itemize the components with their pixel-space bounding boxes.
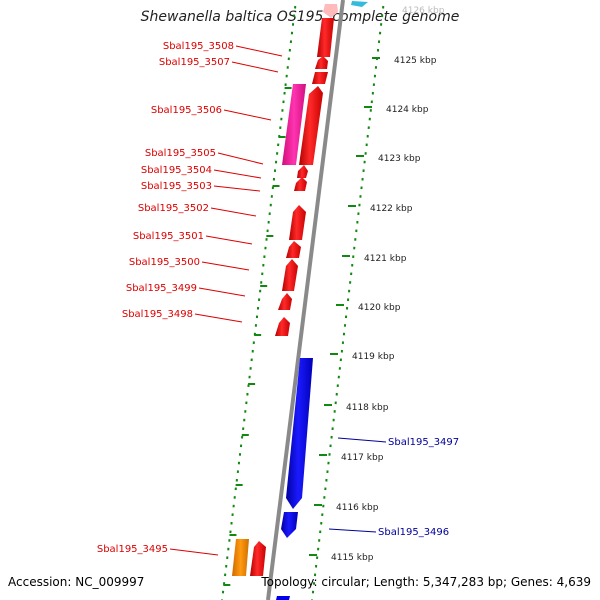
gene-arrow-3495 bbox=[250, 541, 266, 576]
ruler-label: 4115 kbp bbox=[331, 553, 374, 563]
gene-arrow-3506b bbox=[312, 72, 328, 84]
gene-label-leader bbox=[198, 287, 246, 297]
gene-label-leader bbox=[169, 548, 219, 556]
gene-label: Sbal195_3500 bbox=[129, 257, 200, 268]
gene-arrow-3507 bbox=[315, 56, 328, 69]
gene-arrow-3499 bbox=[278, 293, 292, 310]
gene-label-leader bbox=[231, 61, 279, 73]
gene-label-leader bbox=[223, 109, 272, 121]
magenta-feature bbox=[282, 84, 306, 165]
gene-label: Sbal195_3498 bbox=[122, 309, 193, 320]
pink-feature-arrow bbox=[323, 4, 338, 18]
genome-title: Shewanella baltica OS195, complete genom… bbox=[140, 9, 460, 25]
gene-arrow-3508 bbox=[317, 18, 334, 57]
gene-label-leader bbox=[337, 437, 387, 443]
genome-summary: Topology: circular; Length: 5,347,283 bp… bbox=[261, 575, 591, 589]
gene-label: Sbal195_3497 bbox=[388, 437, 459, 448]
gene-label: Sbal195_3499 bbox=[126, 283, 197, 294]
ruler-label: 4124 kbp bbox=[386, 105, 429, 115]
gene-arrow-bottom bbox=[276, 596, 290, 600]
gene-labels: Sbal195_3508 Sbal195_3507 Sbal195_3506 Sbal… bbox=[97, 41, 459, 556]
gene-label: Sbal195_3501 bbox=[133, 231, 204, 242]
gene-label: Sbal195_3496 bbox=[378, 527, 449, 538]
ruler-label: 4121 kbp bbox=[364, 254, 407, 264]
gene-arrow-3505 bbox=[299, 86, 323, 165]
gene-label-leader bbox=[201, 261, 250, 271]
cyan-feature-arrow bbox=[351, 1, 368, 7]
ruler-label: 4116 kbp bbox=[336, 503, 379, 513]
gene-label: Sbal195_3505 bbox=[145, 148, 216, 159]
gene-label-leader bbox=[328, 528, 377, 533]
reverse-genes bbox=[276, 358, 313, 600]
accession-label: Accession: NC_009997 bbox=[8, 575, 145, 589]
ruler-labels: 4126 kbp 4125 kbp 4124 kbp 4123 kbp 4122 kbp… bbox=[223, 6, 445, 586]
gene-arrow-3504 bbox=[297, 165, 308, 178]
gene-label: Sbal195_3507 bbox=[159, 57, 230, 68]
forward-genes bbox=[250, 18, 334, 576]
gene-arrow-3497 bbox=[286, 358, 313, 509]
gene-label-leader bbox=[217, 152, 264, 165]
gene-label-leader bbox=[213, 169, 262, 179]
gene-arrow-3503 bbox=[294, 177, 307, 191]
gene-label-leader bbox=[205, 235, 253, 245]
ruler-label: 4126 kbp bbox=[402, 6, 445, 16]
gene-label: Sbal195_3504 bbox=[141, 165, 212, 176]
ruler-label: 4120 kbp bbox=[358, 303, 401, 313]
gene-arrow-3496 bbox=[281, 512, 298, 538]
ruler-label: 4117 kbp bbox=[341, 453, 384, 463]
ruler-label: 4123 kbp bbox=[378, 154, 421, 164]
gene-label-leader bbox=[213, 185, 261, 192]
ruler-label: 4122 kbp bbox=[370, 204, 413, 214]
gene-arrow-3502 bbox=[289, 205, 306, 240]
ruler-label: 4118 kbp bbox=[346, 403, 389, 413]
ruler-label: 4119 kbp bbox=[352, 352, 395, 362]
gene-label: Sbal195_3506 bbox=[151, 105, 222, 116]
gene-label-leader bbox=[210, 207, 257, 217]
gene-label-leader bbox=[194, 313, 243, 323]
gene-arrow-3501 bbox=[286, 241, 301, 258]
gene-label: Sbal195_3503 bbox=[141, 181, 212, 192]
ruler-guides bbox=[221, 5, 385, 600]
gene-label-leader bbox=[235, 45, 283, 57]
gene-arrow-3500 bbox=[282, 259, 298, 291]
genome-backbone bbox=[266, 0, 345, 600]
gene-label: Sbal195_3495 bbox=[97, 544, 168, 555]
orange-feature bbox=[232, 539, 249, 576]
gene-label: Sbal195_3508 bbox=[163, 41, 234, 52]
ruler-label: 4125 kbp bbox=[394, 56, 437, 66]
gene-label: Sbal195_3502 bbox=[138, 203, 209, 214]
gene-arrow-3498 bbox=[275, 317, 290, 336]
